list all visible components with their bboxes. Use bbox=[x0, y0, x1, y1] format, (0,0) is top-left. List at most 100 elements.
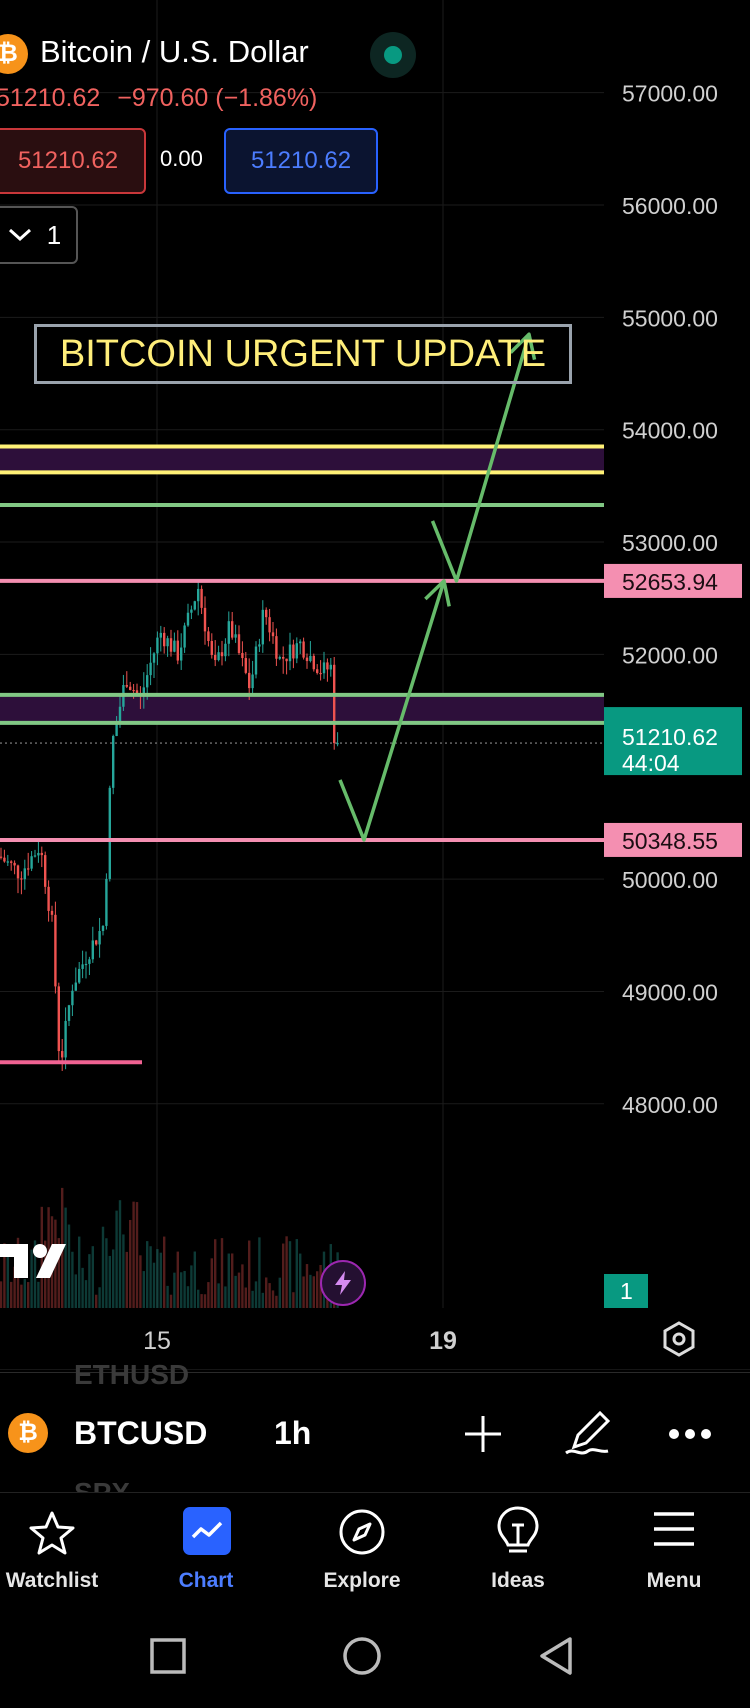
draw-button[interactable] bbox=[564, 1407, 612, 1464]
volume-bar bbox=[13, 1266, 16, 1308]
candle-body bbox=[118, 706, 122, 723]
volume-bar bbox=[74, 1274, 77, 1308]
volume-bar bbox=[27, 1282, 30, 1308]
volume-bar bbox=[166, 1285, 169, 1308]
volume-bar bbox=[115, 1210, 118, 1308]
lightbulb-icon bbox=[497, 1506, 539, 1553]
plus-icon bbox=[465, 1416, 501, 1452]
volume-bar bbox=[173, 1272, 176, 1308]
volume-bar bbox=[183, 1270, 186, 1308]
candle-body bbox=[254, 646, 258, 675]
nav-ideas[interactable]: Ideas bbox=[443, 1493, 593, 1603]
candle-body bbox=[142, 687, 145, 695]
candle-body bbox=[299, 641, 302, 644]
add-button[interactable] bbox=[462, 1413, 504, 1460]
volume-bar bbox=[159, 1252, 162, 1308]
projection-arrow bbox=[338, 580, 446, 842]
home-icon[interactable] bbox=[342, 1636, 382, 1676]
volume-bar bbox=[299, 1253, 302, 1308]
candle-body bbox=[241, 652, 244, 659]
lightning-icon[interactable] bbox=[320, 1260, 366, 1306]
projection-arrow bbox=[430, 333, 531, 583]
candle-body bbox=[47, 886, 50, 911]
pencil-icon bbox=[565, 1410, 611, 1455]
volume-bar bbox=[251, 1290, 254, 1308]
volume-bar bbox=[156, 1249, 159, 1308]
symbol-title[interactable]: Bitcoin / U.S. Dollar bbox=[40, 34, 309, 69]
volume-bar bbox=[6, 1249, 9, 1308]
candle-body bbox=[282, 656, 285, 659]
volume-bar bbox=[81, 1267, 84, 1308]
volume-bar bbox=[210, 1258, 213, 1308]
volume-bar bbox=[316, 1271, 319, 1308]
candle-body bbox=[186, 612, 190, 626]
candle-body bbox=[302, 641, 305, 658]
time-tick-label: 19 bbox=[429, 1327, 457, 1355]
candle-body bbox=[54, 914, 57, 987]
candle-body bbox=[210, 641, 213, 655]
candle-body bbox=[44, 855, 47, 887]
time-axis: 15 19 bbox=[0, 1321, 750, 1370]
volume-bar bbox=[309, 1274, 312, 1308]
candle-body bbox=[271, 632, 275, 637]
volume-bar bbox=[139, 1255, 142, 1308]
candle-body bbox=[159, 632, 162, 638]
back-icon[interactable] bbox=[538, 1636, 574, 1676]
volume-bar bbox=[200, 1294, 203, 1308]
candle-body bbox=[23, 868, 26, 880]
price-tick-label: 55000.00 bbox=[622, 305, 718, 331]
candle-body bbox=[176, 640, 179, 661]
sell-button[interactable]: 51210.62 bbox=[0, 128, 146, 194]
annotation-banner[interactable]: BITCOIN URGENT UPDATE bbox=[34, 324, 572, 384]
volume-bar bbox=[84, 1280, 88, 1308]
prev-symbol-hint: ETHUSD bbox=[74, 1359, 190, 1390]
candle-body bbox=[292, 644, 295, 659]
more-button[interactable] bbox=[668, 1427, 712, 1446]
candle-body bbox=[183, 625, 186, 648]
candle-body bbox=[234, 634, 237, 638]
nav-chart[interactable]: Chart bbox=[131, 1493, 281, 1603]
interval-dropdown[interactable]: 1 bbox=[0, 206, 78, 264]
price-chart[interactable]: 58000.0057000.0056000.0055000.0054000.00… bbox=[0, 0, 750, 1370]
nav-explore[interactable]: Explore bbox=[287, 1493, 437, 1603]
volume-bar bbox=[271, 1290, 275, 1308]
candle-body bbox=[78, 968, 81, 983]
volume-bar bbox=[285, 1236, 288, 1308]
candle-body bbox=[193, 601, 196, 610]
hexagon-gear-icon[interactable] bbox=[663, 1321, 695, 1357]
volume-bar bbox=[101, 1226, 105, 1308]
recent-apps-icon[interactable] bbox=[150, 1638, 186, 1674]
nav-menu[interactable]: Menu bbox=[599, 1493, 749, 1603]
volume-bar bbox=[67, 1224, 71, 1308]
price-tick-label: 48000.00 bbox=[622, 1092, 718, 1118]
volume-bar bbox=[23, 1279, 26, 1308]
candle-body bbox=[105, 878, 108, 926]
volume-bar bbox=[275, 1295, 278, 1308]
volume-bar bbox=[125, 1251, 128, 1308]
buy-button[interactable]: 51210.62 bbox=[224, 128, 378, 194]
candle-body bbox=[156, 637, 159, 654]
candle-body bbox=[16, 865, 20, 879]
candle-body bbox=[326, 662, 329, 670]
candle-body bbox=[88, 959, 91, 964]
interval-button[interactable]: 1h bbox=[274, 1415, 312, 1451]
volume-bar bbox=[282, 1243, 285, 1308]
candle-body bbox=[173, 640, 176, 652]
candle-body bbox=[309, 655, 312, 662]
volume-bar bbox=[57, 1238, 60, 1308]
volume-bar bbox=[295, 1239, 298, 1308]
candle-body bbox=[166, 638, 169, 647]
candle-body bbox=[200, 588, 203, 608]
symbol-name[interactable]: BTCUSD bbox=[74, 1415, 208, 1451]
horizontal-levels bbox=[0, 444, 604, 1065]
candle-body bbox=[319, 672, 322, 675]
volume-bar bbox=[302, 1276, 305, 1308]
volume-bar bbox=[3, 1243, 6, 1308]
nav-watchlist[interactable]: Watchlist bbox=[0, 1493, 127, 1603]
candle-body bbox=[220, 652, 224, 657]
chart-area[interactable]: 58000.0057000.0056000.0055000.0054000.00… bbox=[0, 0, 750, 1370]
volume-bar bbox=[220, 1238, 224, 1308]
volume-bar bbox=[64, 1207, 67, 1308]
candle-body bbox=[197, 588, 200, 602]
volume-bar bbox=[292, 1292, 295, 1308]
